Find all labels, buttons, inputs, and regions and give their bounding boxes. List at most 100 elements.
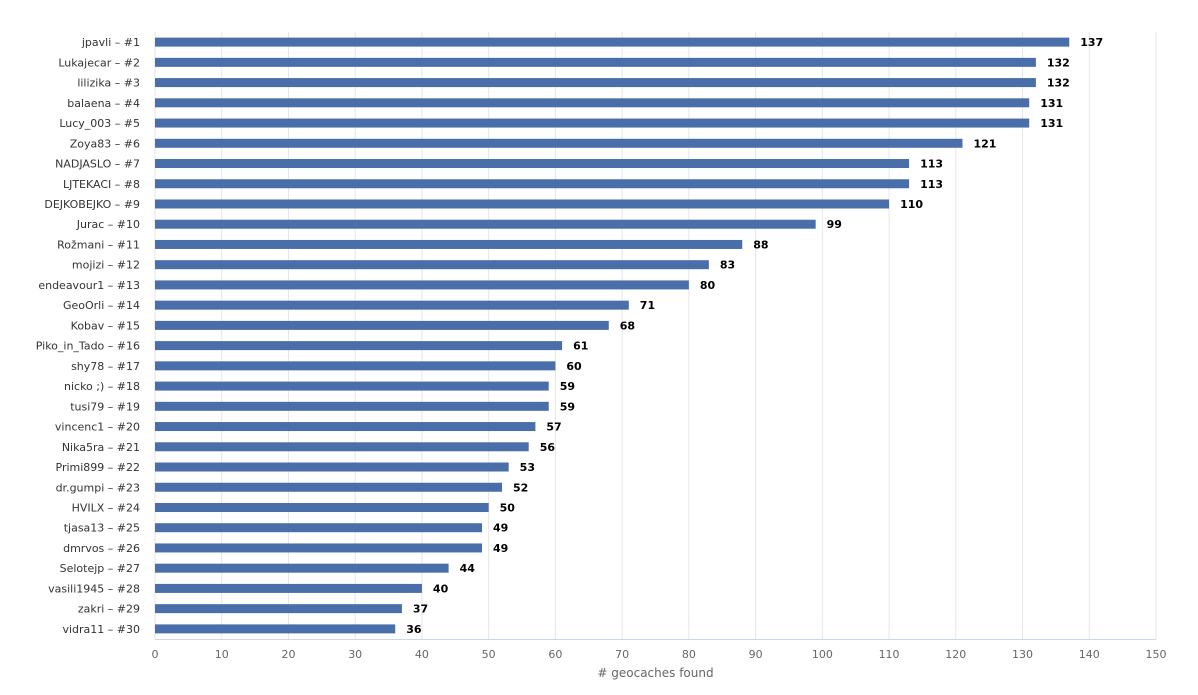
bar (155, 624, 396, 634)
data-label: 113 (920, 178, 943, 191)
bar (155, 138, 963, 148)
bar (155, 300, 629, 310)
data-label: 57 (546, 421, 561, 434)
category-label: LJTEKACI – #8 (63, 178, 140, 191)
bar (155, 482, 503, 492)
bar (155, 361, 556, 371)
category-label: Kobav – #15 (71, 319, 140, 332)
data-label: 88 (753, 238, 768, 251)
category-label: balaena – #4 (67, 97, 140, 110)
x-tick-label: 150 (1146, 648, 1167, 661)
data-label: 83 (720, 259, 735, 272)
category-label: Jurac – #10 (76, 218, 140, 231)
bar (155, 462, 509, 472)
bar (155, 260, 709, 270)
category-label: zakri – #29 (78, 603, 140, 616)
category-label: lilizika – #3 (77, 77, 140, 90)
data-label: 113 (920, 158, 943, 171)
data-label: 121 (973, 137, 996, 150)
category-label: vasili1945 – #28 (48, 582, 140, 595)
bar (155, 37, 1070, 47)
data-label: 56 (540, 441, 556, 454)
bar (155, 98, 1030, 108)
category-label: GeoOrli – #14 (63, 299, 140, 312)
data-label: 49 (493, 522, 508, 535)
x-tick-label: 110 (879, 648, 900, 661)
bar (155, 442, 529, 452)
category-label: Zoya83 – #6 (70, 137, 140, 150)
x-tick-label: 50 (482, 648, 496, 661)
x-axis-title: # geocaches found (597, 666, 713, 680)
data-label: 80 (700, 279, 716, 292)
x-tick-label: 0 (152, 648, 159, 661)
x-tick-label: 40 (415, 648, 429, 661)
category-label: vincenc1 – #20 (55, 421, 140, 434)
data-label: 36 (406, 623, 422, 636)
x-tick-label: 60 (548, 648, 562, 661)
category-label: Primi899 – #22 (56, 461, 141, 474)
category-label: vidra11 – #30 (62, 623, 140, 636)
data-label: 68 (620, 319, 635, 332)
x-tick-label: 20 (281, 648, 295, 661)
data-label: 59 (560, 400, 575, 413)
bar (155, 239, 743, 249)
category-label: NADJASLO – #7 (55, 158, 140, 171)
bar (155, 563, 449, 573)
data-labels: 137 132 132 131 131 121 113 113 110 99 88 83 80 71 68 6… (406, 36, 1103, 636)
data-label: 59 (560, 380, 575, 393)
data-label: 61 (573, 340, 588, 353)
bar (155, 280, 689, 290)
bar (155, 118, 1030, 128)
category-label: HVILX – #24 (72, 501, 140, 514)
category-label: Lukajecar – #2 (58, 56, 140, 69)
bar (155, 341, 563, 351)
bar (155, 179, 910, 189)
bar (155, 604, 402, 614)
data-label: 44 (460, 562, 476, 575)
x-tick-labels: 0 10 20 30 40 50 60 70 80 90 100 110 120 130 140 150 (152, 648, 1167, 661)
bar (155, 159, 910, 169)
bar (155, 199, 890, 209)
data-label: 131 (1040, 97, 1063, 110)
bar (155, 381, 549, 391)
category-label: endeavour1 – #13 (38, 279, 140, 292)
data-label: 60 (566, 360, 582, 373)
category-label: Selotejp – #27 (60, 562, 140, 575)
data-label: 110 (900, 198, 923, 211)
category-label: tusi79 – #19 (70, 400, 140, 413)
x-tick-label: 10 (215, 648, 229, 661)
category-label: mojizi – #12 (72, 259, 140, 272)
bar (155, 78, 1036, 88)
bar (155, 401, 549, 411)
bar (155, 422, 536, 432)
bar (155, 219, 816, 229)
category-label: jpavli – #1 (81, 36, 140, 49)
category-labels: jpavli – #1 Lukajecar – #2 lilizika – #3 ba… (36, 36, 140, 636)
bar (155, 57, 1036, 67)
bar (155, 502, 489, 512)
data-label: 131 (1040, 117, 1063, 130)
x-tick-label: 120 (945, 648, 966, 661)
data-label: 53 (520, 461, 535, 474)
category-label: tjasa13 – #25 (64, 522, 140, 535)
bar (155, 320, 609, 330)
bar (155, 583, 422, 593)
category-label: nicko ;) – #18 (64, 380, 140, 393)
data-label: 99 (827, 218, 842, 231)
x-tick-label: 130 (1012, 648, 1033, 661)
category-label: Rožmani – #11 (57, 238, 140, 251)
category-label: dr.gumpi – #23 (56, 481, 140, 494)
data-label: 50 (500, 501, 516, 514)
data-label: 49 (493, 542, 508, 555)
data-label: 132 (1047, 77, 1070, 90)
data-label: 132 (1047, 56, 1070, 69)
x-tick-label: 80 (682, 648, 696, 661)
data-label: 71 (640, 299, 655, 312)
category-label: DEJKOBEJKO – #9 (44, 198, 140, 211)
bars (155, 37, 1070, 634)
data-label: 52 (513, 481, 528, 494)
data-label: 37 (413, 603, 428, 616)
x-tick-label: 90 (749, 648, 763, 661)
data-label: 137 (1080, 36, 1103, 49)
